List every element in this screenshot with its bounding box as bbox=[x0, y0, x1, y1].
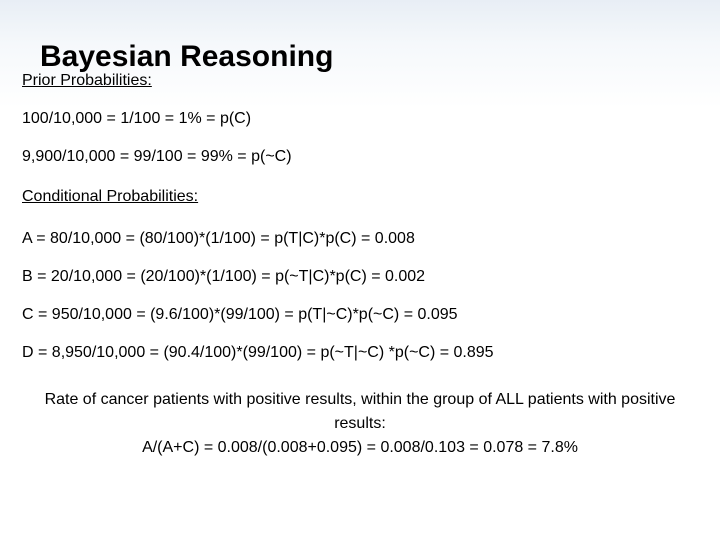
cond-line-c: C = 950/10,000 = (9.6/100)*(99/100) = p(… bbox=[22, 304, 458, 326]
cond-line-a: A = 80/10,000 = (80/100)*(1/100) = p(T|C… bbox=[22, 228, 415, 250]
conditional-heading: Conditional Probabilities: bbox=[22, 188, 198, 206]
summary-line-1: Rate of cancer patients with positive re… bbox=[45, 391, 676, 432]
summary-line-2: A/(A+C) = 0.008/(0.008+0.095) = 0.008/0.… bbox=[142, 439, 578, 456]
prior-heading: Prior Probabilities: bbox=[22, 72, 152, 90]
prior-line-1: 100/10,000 = 1/100 = 1% = p(C) bbox=[22, 108, 251, 130]
cond-line-b: B = 20/10,000 = (20/100)*(1/100) = p(~T|… bbox=[22, 266, 425, 288]
prior-line-2: 9,900/10,000 = 99/100 = 99% = p(~C) bbox=[22, 146, 292, 168]
summary-block: Rate of cancer patients with positive re… bbox=[30, 388, 690, 460]
slide-title: Bayesian Reasoning bbox=[40, 40, 333, 74]
cond-line-d: D = 8,950/10,000 = (90.4/100)*(99/100) =… bbox=[22, 342, 494, 364]
